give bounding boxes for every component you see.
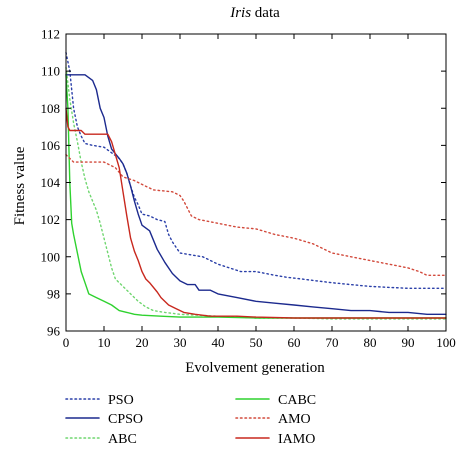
legend-label-abc: ABC <box>108 432 137 447</box>
x-tick-label: 20 <box>136 335 149 350</box>
y-tick-label: 98 <box>47 286 60 301</box>
axis-ticks: 0 10 20 30 40 50 60 70 80 90 100 96 98 100 102 104 106 10… <box>41 27 456 351</box>
legend: PSO CPSO ABC CABC AMO IAMO <box>65 393 316 447</box>
legend-label-iamo: IAMO <box>278 432 315 447</box>
x-tick-label: 90 <box>402 335 415 350</box>
y-tick-label: 100 <box>41 249 61 264</box>
y-tick-label: 104 <box>41 175 61 190</box>
x-tick-label: 40 <box>212 335 225 350</box>
plot-lines <box>65 51 447 320</box>
series-line-cpso <box>65 74 447 315</box>
x-axis-title: Evolvement generation <box>185 360 325 376</box>
x-tick-label: 80 <box>364 335 377 350</box>
y-tick-label: 102 <box>41 212 61 227</box>
y-axis-title: Fitness value <box>12 146 28 225</box>
x-tick-label: 70 <box>326 335 339 350</box>
chart-title-italic: Iris <box>229 5 251 21</box>
y-tick-label: 112 <box>41 27 60 42</box>
legend-label-cpso: CPSO <box>108 412 143 427</box>
y-tick-label: 96 <box>47 324 61 339</box>
x-tick-label: 100 <box>436 335 456 350</box>
y-tick-label: 110 <box>41 64 60 79</box>
legend-label-cabc: CABC <box>278 393 316 408</box>
legend-label-pso: PSO <box>108 393 134 408</box>
x-tick-label: 50 <box>250 335 263 350</box>
x-tick-label: 0 <box>63 335 70 350</box>
x-tick-label: 10 <box>98 335 111 350</box>
series-line-abc <box>65 66 447 320</box>
chart-title-rest: data <box>251 5 280 21</box>
series-line-pso <box>65 51 447 289</box>
chart-title: Iris data <box>229 5 280 21</box>
x-tick-label: 60 <box>288 335 301 350</box>
plot-frame <box>65 33 447 332</box>
series-line-cabc <box>65 74 447 319</box>
series-line-iamo <box>65 107 447 319</box>
y-tick-label: 108 <box>41 101 61 116</box>
x-tick-label: 30 <box>174 335 187 350</box>
series-line-amo <box>65 153 447 276</box>
y-tick-label: 106 <box>41 138 61 153</box>
legend-label-amo: AMO <box>278 412 311 427</box>
